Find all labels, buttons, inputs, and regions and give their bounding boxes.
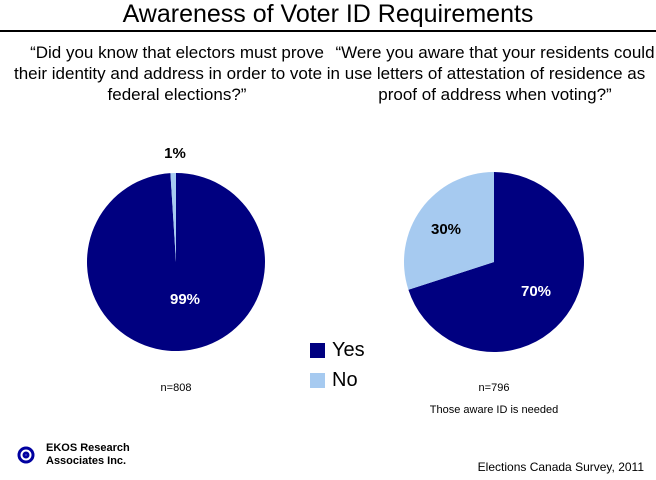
pie1-label-yes: 99% xyxy=(170,291,200,308)
legend-swatch-no xyxy=(310,373,325,388)
pie2-label-yes: 70% xyxy=(521,283,551,300)
legend-label-no: No xyxy=(332,369,358,391)
legend-swatch-yes xyxy=(310,343,325,358)
chart-title: Awareness of Voter ID Requirements xyxy=(122,0,534,28)
legend-yes: Yes xyxy=(310,339,365,362)
pie1-label-no: 1% xyxy=(164,145,186,162)
pie1-slice-no xyxy=(170,173,176,262)
ekos-logo-icon xyxy=(17,446,35,464)
legend-label-yes: Yes xyxy=(332,339,365,361)
pie2-slice-yes xyxy=(408,172,584,352)
note-label: Those aware ID is needed xyxy=(429,404,559,416)
pie1-slice-yes xyxy=(87,172,266,351)
source-label: Elections Canada Survey, 2011 xyxy=(477,460,644,474)
pie2-slice-no xyxy=(403,172,494,290)
pie2-label-no: 30% xyxy=(431,221,461,238)
n-label-2: n=796 xyxy=(478,382,510,394)
legend-no: No xyxy=(310,369,358,392)
ekos-logo: EKOS Research Associates Inc. xyxy=(14,442,130,468)
n-label-1: n=808 xyxy=(160,382,192,394)
logo-line2: Associates Inc. xyxy=(46,455,127,467)
logo-line1: EKOS Research xyxy=(46,442,130,454)
question-2: “Were you aware that your residents coul… xyxy=(335,43,655,104)
question-1: “Did you know that electors must prove t… xyxy=(13,43,341,104)
title-divider xyxy=(0,30,656,32)
